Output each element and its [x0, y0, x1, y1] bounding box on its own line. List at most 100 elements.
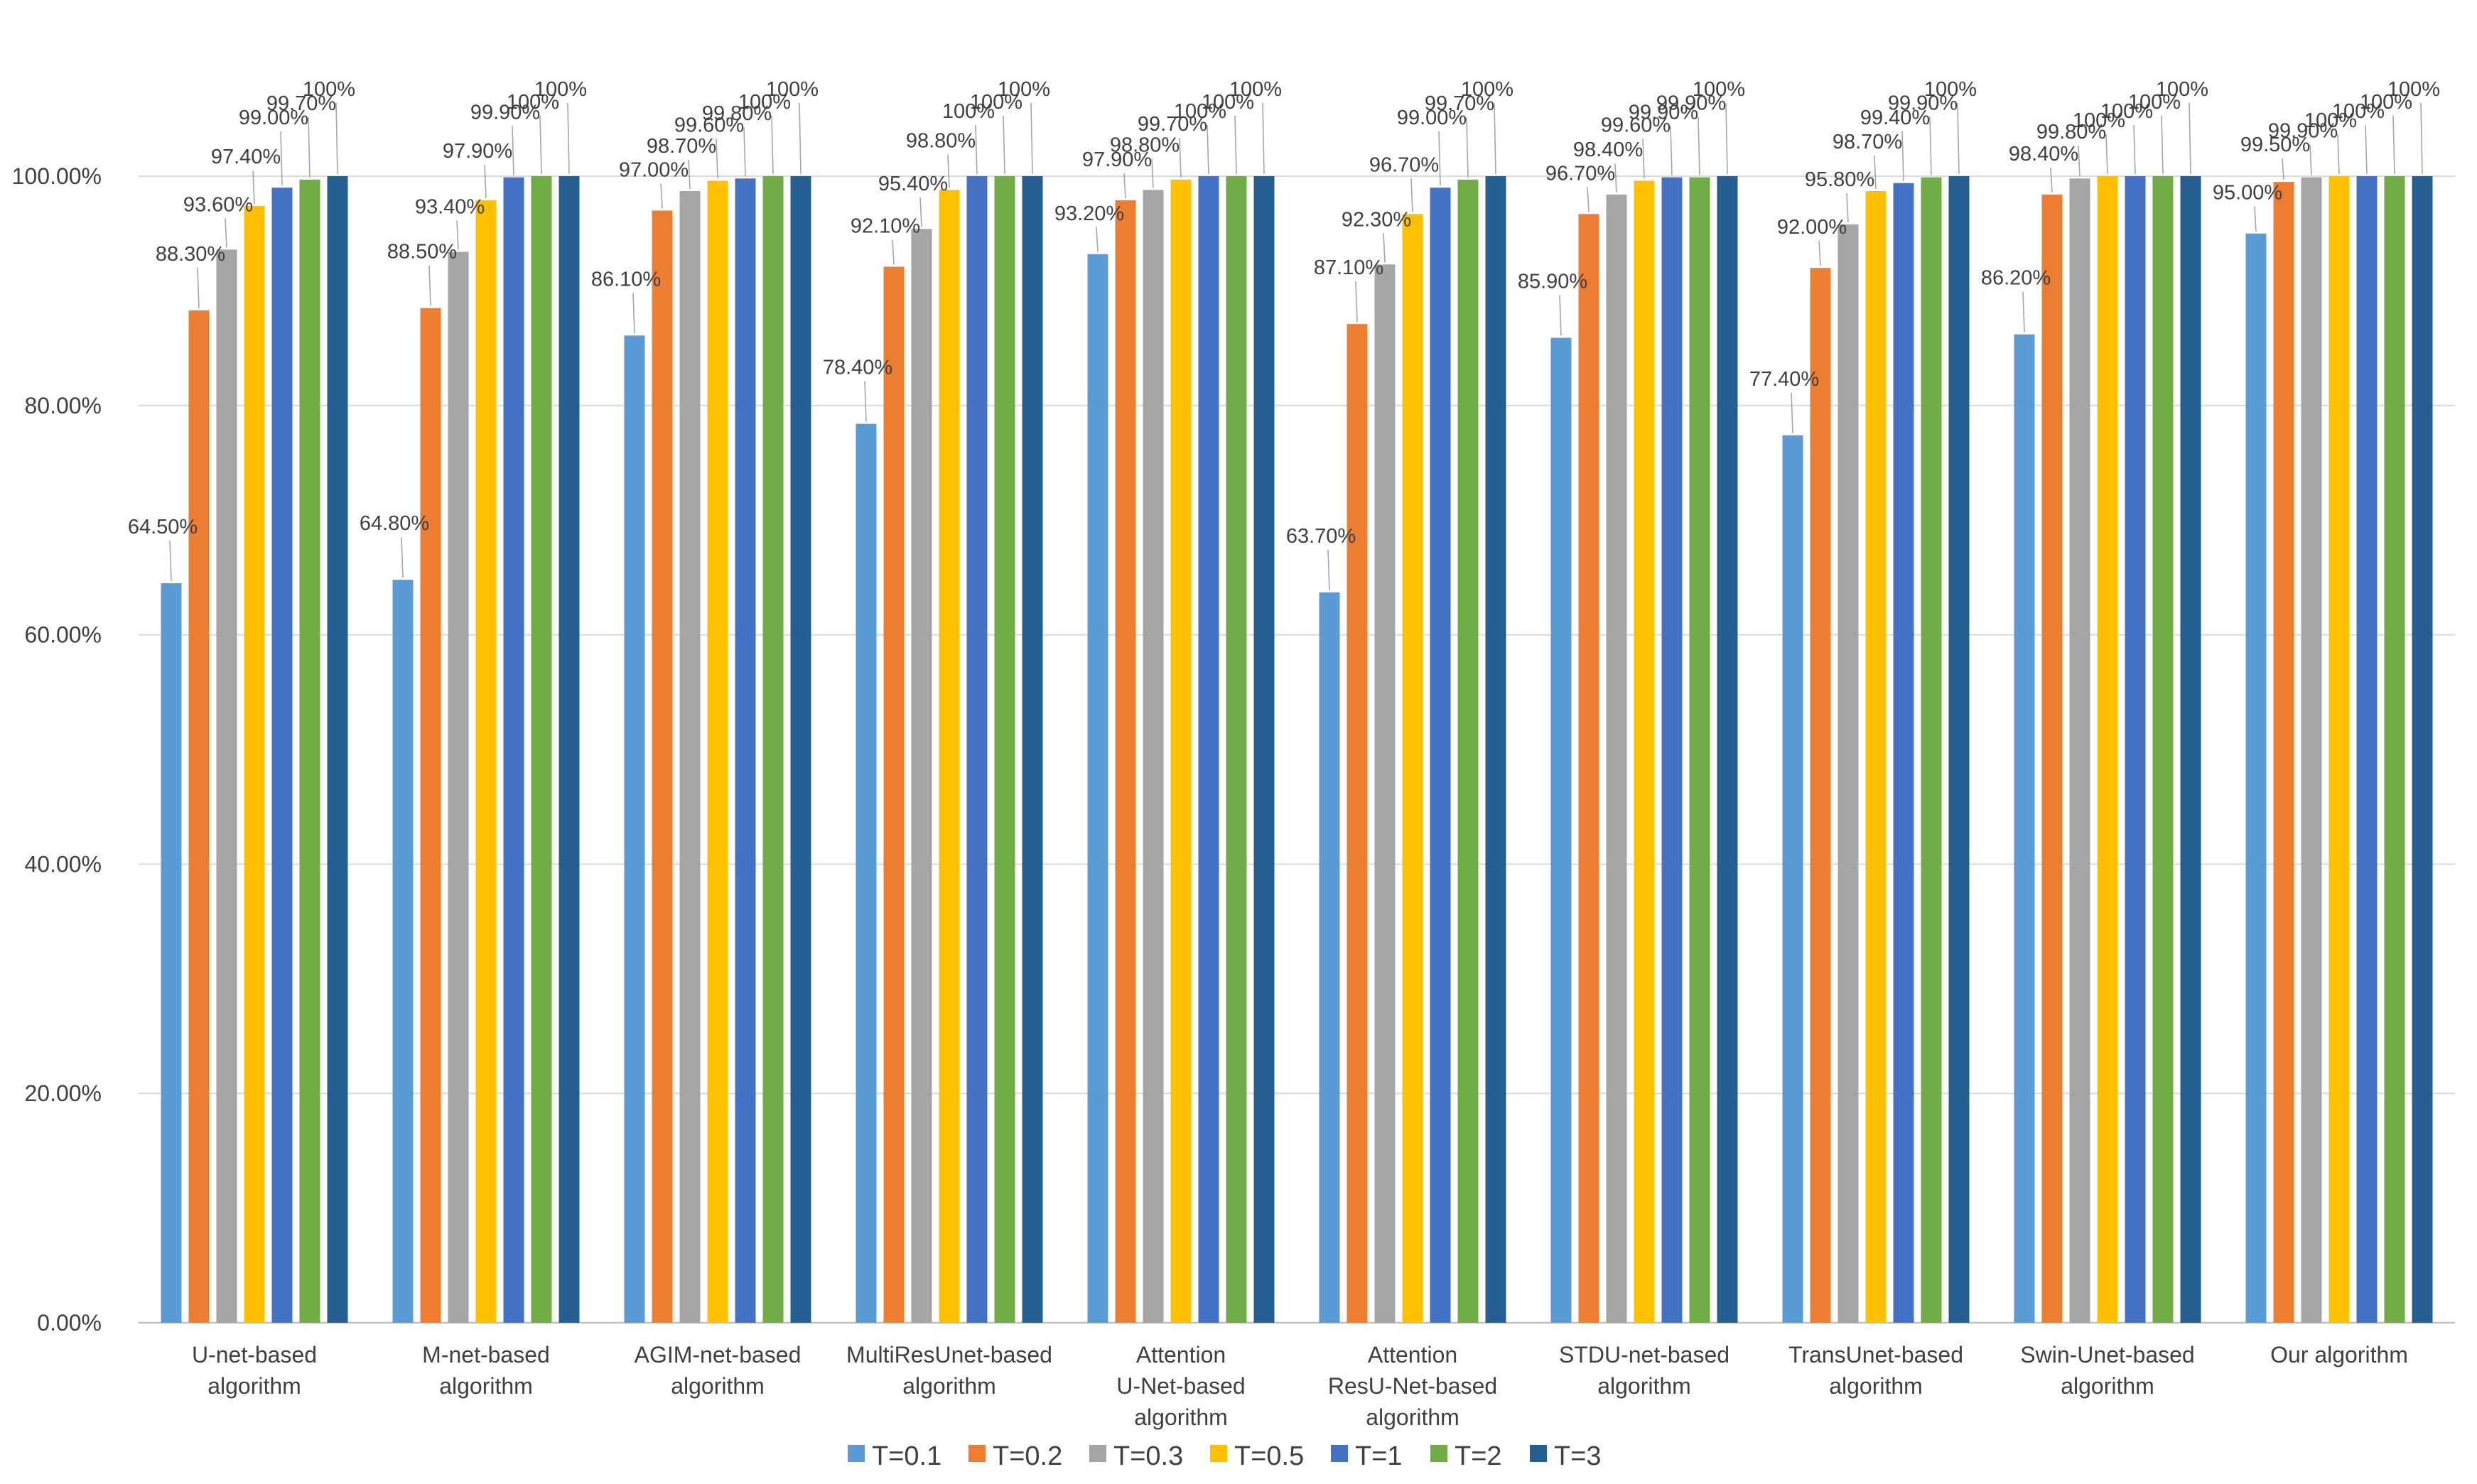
bar — [448, 251, 469, 1323]
data-label: 100% — [2100, 100, 2153, 123]
legend-swatch — [1089, 1445, 1106, 1462]
leader-line — [2254, 206, 2257, 232]
data-label: 99.90% — [2268, 120, 2338, 143]
bar — [475, 200, 497, 1323]
data-label: 64.50% — [128, 516, 198, 538]
data-label: 100% — [507, 91, 559, 114]
leader-line — [2420, 102, 2423, 175]
x-tick-label: M-net-based — [422, 1342, 550, 1367]
leader-line — [2365, 124, 2368, 175]
data-label: 63.70% — [1286, 525, 1356, 548]
leader-line — [1846, 193, 1849, 222]
leader-line — [2105, 134, 2108, 175]
data-label: 97.00% — [619, 158, 689, 181]
leader-line — [428, 265, 431, 306]
bar — [161, 583, 182, 1323]
bar — [624, 335, 645, 1323]
bar — [883, 266, 905, 1323]
leader-line — [1587, 187, 1590, 212]
bar — [1374, 264, 1396, 1323]
data-label: 99.40% — [1860, 107, 1930, 129]
leader-line — [892, 239, 895, 265]
bar — [790, 176, 811, 1323]
y-axis: 0.00% 20.00% 40.00% 60.00% 80.00% 100.00% — [12, 163, 102, 1336]
data-label: 96.70% — [1545, 162, 1615, 185]
bar — [392, 580, 414, 1323]
data-label: 98.70% — [647, 135, 716, 158]
x-tick-label: U-Net-based — [1116, 1373, 1245, 1399]
x-tick-label: STDU-net-based — [1559, 1342, 1729, 1367]
x-tick-label: MultiResUnet-based — [846, 1342, 1052, 1367]
data-label: 99.80% — [2036, 121, 2106, 143]
leader-line — [1003, 115, 1005, 175]
leader-line — [1791, 392, 1793, 433]
leader-line — [1234, 115, 1237, 175]
leader-line — [1494, 102, 1496, 175]
bar — [1606, 194, 1627, 1323]
leader-line — [1901, 131, 1904, 181]
bar — [2125, 176, 2146, 1323]
data-label: 97.90% — [1082, 148, 1152, 171]
data-label: 99.80% — [702, 102, 772, 125]
leader-line — [632, 293, 635, 334]
bar — [2245, 233, 2267, 1323]
bar — [2273, 182, 2294, 1323]
leader-line — [1410, 178, 1413, 212]
leader-line — [947, 154, 950, 188]
leader-line — [1355, 281, 1358, 323]
leader-line — [1096, 227, 1099, 252]
bar — [188, 310, 210, 1323]
bar — [2356, 176, 2378, 1323]
legend-swatch — [1530, 1445, 1547, 1462]
leader-line — [2392, 115, 2395, 175]
data-labels: 64.50%88.30%93.60%97.40%99.00%99.70%100%… — [128, 78, 2440, 548]
bar — [1717, 176, 1738, 1323]
leader-line — [1874, 155, 1877, 190]
leader-line — [401, 537, 404, 578]
x-tick-label: algorithm — [1366, 1404, 1459, 1430]
legend-swatch — [1430, 1445, 1447, 1462]
data-label: 100% — [2128, 91, 2181, 114]
data-label: 99.00% — [239, 107, 308, 129]
x-tick-label: Swin-Unet-based — [2020, 1342, 2194, 1367]
leader-line — [1725, 102, 1728, 175]
data-label: 100% — [1924, 78, 1977, 101]
y-tick-label: 80.00% — [24, 393, 102, 418]
data-label: 100% — [1693, 78, 1745, 101]
legend-label: T=1 — [1355, 1441, 1403, 1471]
leader-line — [567, 102, 570, 175]
bar — [1550, 337, 1572, 1323]
data-label: 99.70% — [1138, 113, 1207, 136]
data-label: 100% — [2304, 109, 2357, 132]
leader-line — [197, 267, 200, 308]
legend-label: T=0.3 — [1113, 1441, 1183, 1471]
bar — [1689, 177, 1710, 1323]
bar — [1226, 176, 1247, 1323]
leader-line — [335, 102, 338, 175]
data-label: 99.70% — [1425, 92, 1494, 115]
leader-line — [484, 164, 487, 198]
bar — [558, 176, 580, 1323]
leader-line — [2309, 144, 2312, 175]
data-label: 97.40% — [211, 146, 281, 168]
leader-line — [456, 220, 459, 250]
leader-line — [1383, 233, 1386, 263]
leader-line — [512, 126, 514, 175]
leader-line — [1818, 241, 1821, 266]
bar — [2412, 176, 2433, 1323]
leader-line — [1466, 117, 1469, 178]
data-label: 100% — [1202, 91, 1254, 114]
data-label: 98.40% — [2009, 143, 2078, 166]
data-label: 100% — [2360, 91, 2412, 114]
bar — [2069, 178, 2090, 1323]
leader-line — [225, 218, 227, 248]
data-label-leaders — [169, 102, 2423, 590]
bar — [939, 190, 960, 1323]
data-label: 99.90% — [1656, 92, 1726, 115]
x-tick-label: algorithm — [207, 1373, 301, 1399]
leader-line — [688, 159, 691, 190]
bar — [1347, 324, 1368, 1323]
x-tick-label: AGIM-net-based — [635, 1342, 802, 1367]
data-label: 93.40% — [415, 196, 485, 219]
